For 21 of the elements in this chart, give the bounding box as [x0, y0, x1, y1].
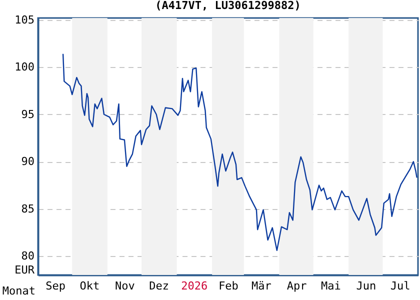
line-series [62, 53, 418, 252]
x-tick-label: Jun [356, 280, 376, 292]
x-tick-label: Feb [218, 280, 238, 292]
x-tick-label: Dez [149, 280, 170, 292]
x-tick-label: Apr [286, 280, 308, 292]
y-tick-label: 85 [21, 202, 34, 216]
x-axis-title: Monat [2, 284, 36, 298]
x-tick-label: Nov [115, 280, 136, 292]
x-tick-label: Okt [80, 280, 100, 292]
y-tick-label: 100 [14, 60, 34, 74]
y-tick-label: 95 [21, 108, 34, 121]
x-tick-label: Mai [320, 280, 341, 292]
x-tick-label: Sep [46, 280, 66, 292]
x-tick-label: 2026 [181, 280, 208, 292]
x-tick-label: Mär [252, 280, 272, 292]
x-tick-label: Jul [390, 280, 410, 292]
y-tick-label: 90 [21, 155, 34, 168]
y-tick-label: 105 [14, 13, 34, 26]
y-axis-title: EUR [14, 264, 35, 276]
y-tick-label: 80 [21, 250, 34, 263]
chart-title: (A417VT, LU3061299882) [155, 0, 301, 12]
